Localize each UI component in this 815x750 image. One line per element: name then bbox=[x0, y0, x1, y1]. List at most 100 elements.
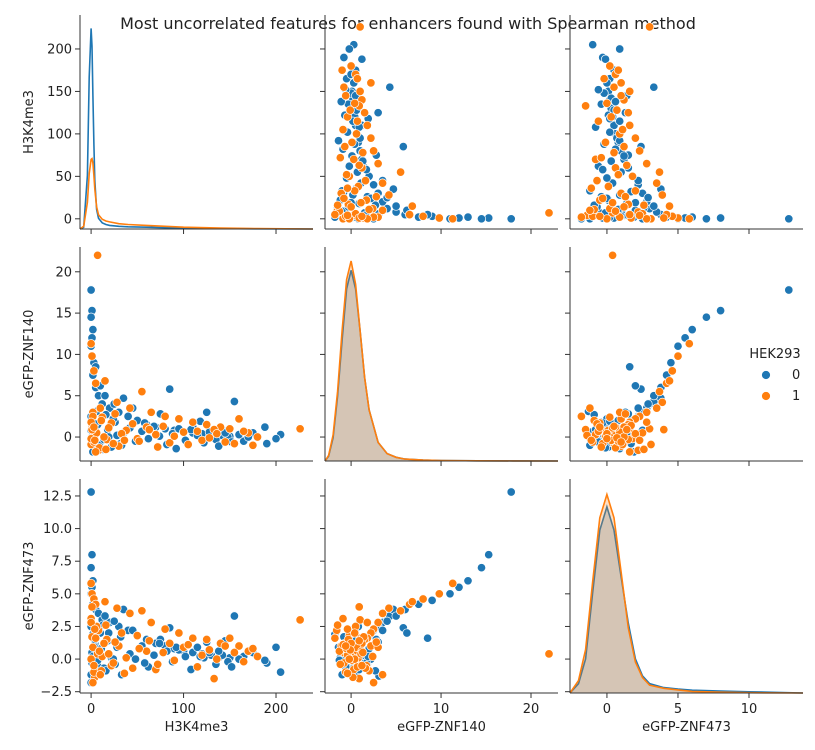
scatter-point-1-61 bbox=[91, 447, 101, 457]
scatter-point-1-51 bbox=[335, 659, 345, 669]
scatter-point-1-58 bbox=[220, 641, 230, 651]
scatter-point-1-14 bbox=[202, 634, 212, 645]
scatter-point-0-36 bbox=[109, 616, 119, 626]
scatter-point-1-21 bbox=[599, 74, 609, 84]
scatter-point-1-62 bbox=[95, 403, 105, 413]
scatter-point-1-25 bbox=[351, 129, 362, 139]
scatter-point-1-58 bbox=[616, 91, 626, 101]
scatter-point-1-52 bbox=[358, 148, 368, 158]
scatter-point-1-59 bbox=[576, 411, 586, 421]
scatter-point-0-61 bbox=[149, 650, 159, 660]
scatter-point-1-16 bbox=[355, 86, 365, 96]
scatter-point-0-29 bbox=[229, 611, 239, 621]
scatter-point-1-22 bbox=[248, 440, 258, 450]
scatter-point-0-42 bbox=[600, 54, 611, 64]
x-tick-label: 5 bbox=[674, 702, 682, 717]
panel-eGFP-ZNF473-vs-eGFP-ZNF140: 0 10 20 bbox=[320, 479, 558, 717]
scatter-point-0-39 bbox=[625, 362, 635, 372]
scatter-point-1-61 bbox=[91, 633, 101, 643]
scatter-point-0-38 bbox=[402, 628, 412, 638]
scatter-point-0-26 bbox=[339, 52, 349, 63]
scatter-point-1-61 bbox=[625, 210, 635, 220]
scatter-point-1-16 bbox=[225, 633, 235, 643]
scatter-point-1-69 bbox=[342, 210, 353, 220]
scatter-point-1-0 bbox=[645, 22, 655, 32]
scatter-point-0-90 bbox=[171, 444, 181, 454]
scatter-point-1-27 bbox=[151, 430, 161, 440]
scatter-point-1-21 bbox=[239, 657, 249, 667]
scatter-point-0-5 bbox=[445, 589, 455, 599]
scatter-point-1-51 bbox=[153, 659, 163, 669]
scatter-point-1-57 bbox=[602, 98, 612, 108]
y-tick-label: 50 bbox=[55, 170, 72, 185]
scatter-point-1-26 bbox=[165, 638, 175, 648]
scatter-point-1-57 bbox=[212, 429, 222, 439]
scatter-point-1-20 bbox=[339, 82, 349, 92]
scatter-point-1-8 bbox=[125, 403, 135, 413]
scatter-point-1-11 bbox=[369, 146, 379, 156]
scatter-point-1-56 bbox=[204, 645, 214, 655]
y-tick-label: 15 bbox=[55, 307, 72, 322]
scatter-point-1-19 bbox=[605, 61, 615, 71]
scatter-point-1-52 bbox=[158, 421, 168, 431]
scatter-point-0-58 bbox=[602, 173, 612, 183]
scatter-point-1-68 bbox=[357, 211, 367, 221]
scatter-point-0-60 bbox=[344, 161, 354, 171]
scatter-point-1-49 bbox=[134, 436, 144, 446]
scatter-point-1-26 bbox=[165, 438, 175, 448]
scatter-point-0-68 bbox=[192, 642, 202, 652]
panel-eGFP-ZNF473-vs-H3K4me3: −2.5 0.0 2.5 5.0 7.5 10.0 12.5 0 100 200 bbox=[40, 479, 313, 717]
scatter-point-1-9 bbox=[654, 167, 665, 177]
scatter-point-1-10 bbox=[373, 159, 383, 169]
scatter-point-0-37 bbox=[100, 391, 110, 401]
scatter-point-1-20 bbox=[229, 439, 239, 449]
kde-fill-1 bbox=[570, 494, 803, 693]
scatter-point-1-63 bbox=[101, 444, 111, 454]
scatter-point-1-29 bbox=[627, 171, 638, 181]
scatter-point-1-65 bbox=[119, 668, 129, 678]
panel-eGFP-ZNF140-vs-eGFP-ZNF140 bbox=[320, 247, 559, 466]
scatter-point-1-9 bbox=[137, 387, 147, 397]
scatter-point-1-23 bbox=[209, 674, 219, 684]
scatter-point-0-37 bbox=[100, 611, 110, 621]
scatter-point-1-50 bbox=[354, 636, 364, 646]
y-tick-label: 10.0 bbox=[43, 522, 72, 537]
scatter-point-1-10 bbox=[146, 617, 156, 628]
scatter-point-0-62 bbox=[154, 638, 165, 648]
scatter-point-1-64 bbox=[110, 409, 120, 419]
y-tick-label: 200 bbox=[47, 42, 72, 57]
scatter-point-1-49 bbox=[613, 170, 623, 180]
scatter-point-1-49 bbox=[342, 170, 352, 180]
scatter-point-1-6 bbox=[664, 201, 675, 211]
scatter-point-1-10 bbox=[642, 407, 652, 417]
scatter-point-1-3 bbox=[434, 213, 444, 223]
scatter-point-1-12 bbox=[366, 133, 376, 143]
scatter-point-1-59 bbox=[576, 212, 586, 222]
scatter-point-1-6 bbox=[407, 597, 417, 607]
scatter-point-1-45 bbox=[104, 423, 114, 433]
scatter-point-1-16 bbox=[625, 86, 635, 96]
y-tick-label: 7.5 bbox=[51, 555, 72, 570]
scatter-point-0-29 bbox=[385, 82, 395, 92]
scatter-point-0-26 bbox=[262, 439, 272, 449]
scatter-point-1-64 bbox=[371, 192, 381, 202]
scatter-point-1-66 bbox=[659, 213, 669, 223]
scatter-point-1-66 bbox=[659, 425, 669, 435]
scatter-point-0-6 bbox=[666, 358, 676, 368]
scatter-point-1-58 bbox=[616, 437, 626, 447]
scatter-point-1-2 bbox=[86, 339, 96, 349]
scatter-point-1-62 bbox=[95, 670, 105, 680]
scatter-point-1-59 bbox=[88, 678, 98, 688]
scatter-point-0-34 bbox=[378, 625, 388, 635]
scatter-point-1-16 bbox=[225, 424, 235, 434]
scatter-point-1-45 bbox=[608, 198, 618, 208]
scatter-point-1-9 bbox=[396, 167, 406, 177]
scatter-point-0-25 bbox=[276, 667, 286, 677]
y-tick-label: 10 bbox=[55, 348, 72, 363]
scatter-point-1-59 bbox=[369, 678, 379, 688]
scatter-point-1-10 bbox=[373, 617, 383, 628]
y-tick-label: 0 bbox=[64, 212, 72, 227]
scatter-point-1-34 bbox=[368, 651, 378, 662]
scatter-point-1-55 bbox=[192, 426, 202, 436]
